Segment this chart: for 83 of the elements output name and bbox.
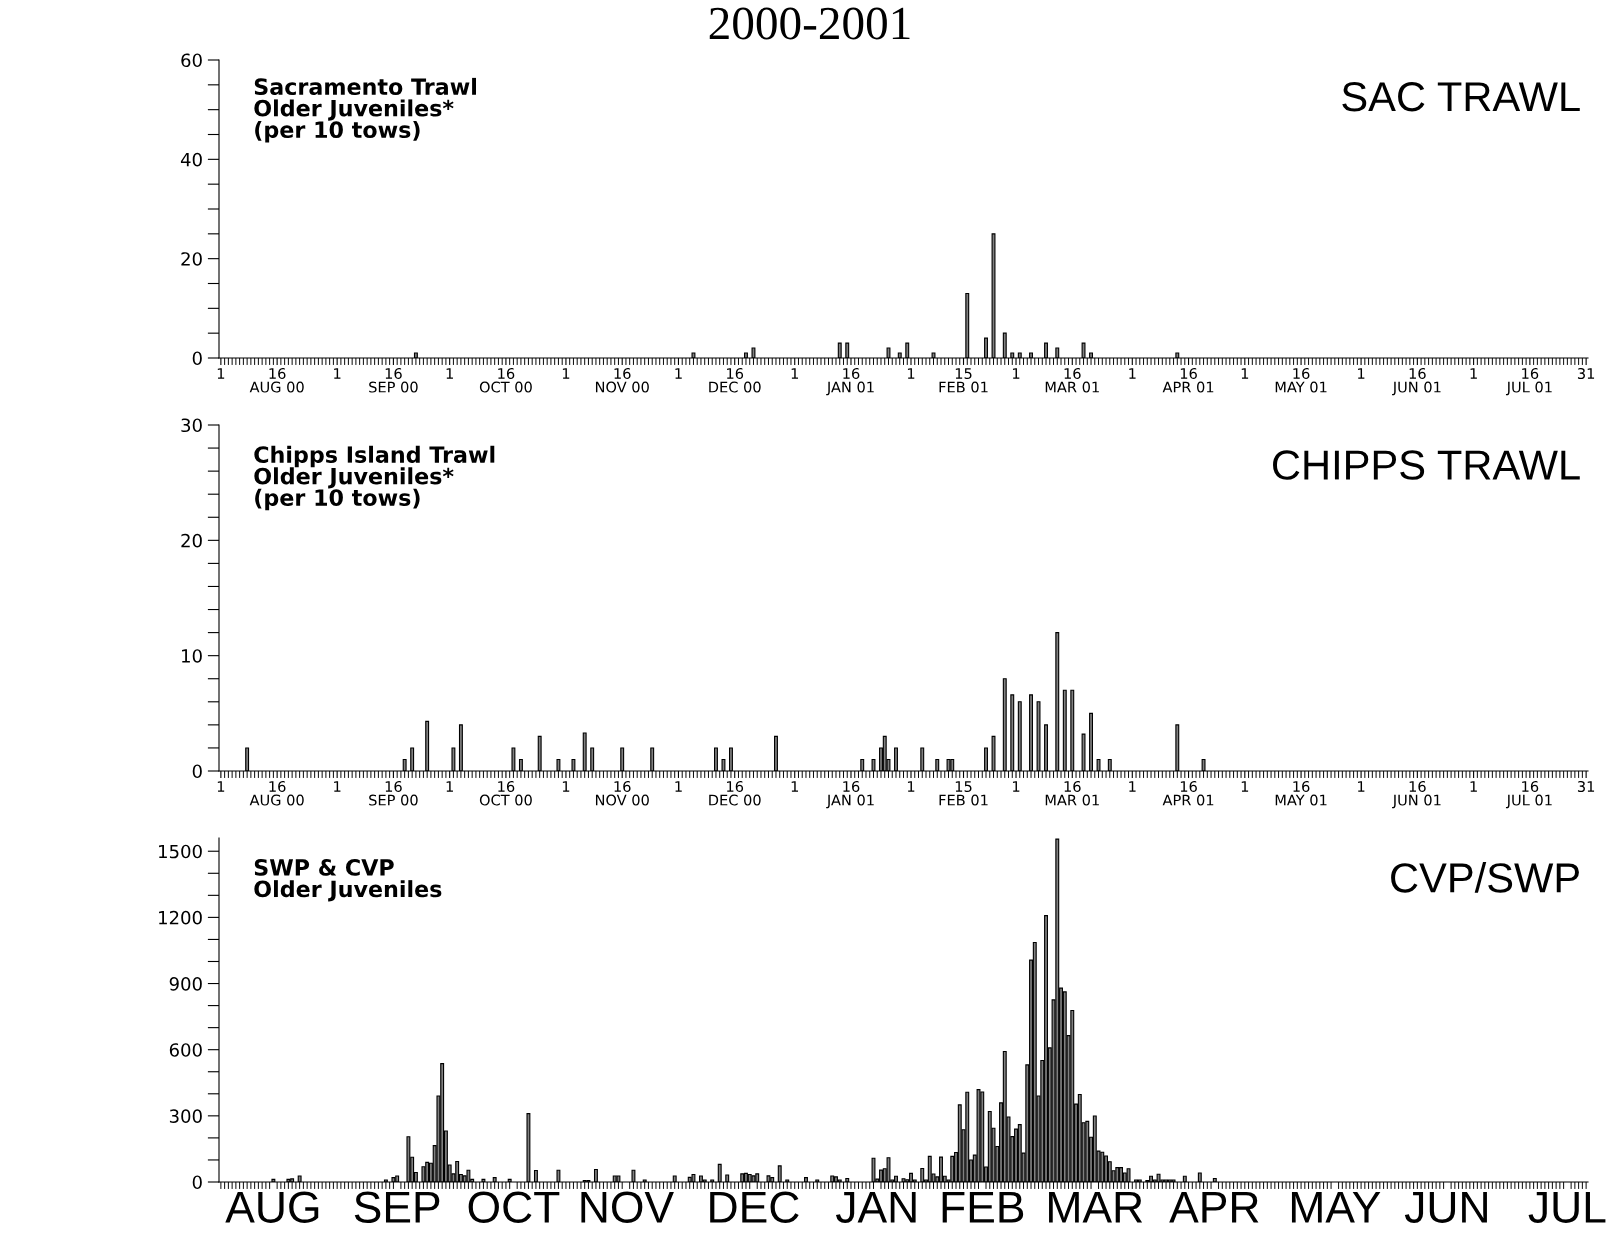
x-tick-label: 1 (334, 368, 341, 379)
y-tick-label: 40 (180, 152, 202, 167)
x-tick-label: 16 NOV 00 (595, 780, 649, 806)
x-tick-label: 1 (217, 368, 225, 379)
x-tick-label: APR (1169, 1191, 1259, 1223)
x-tick-label: FEB (942, 1191, 1024, 1223)
x-tick-label: SEP (354, 1191, 440, 1223)
annotation: SAC TRAWL (1342, 81, 1580, 112)
x-tick-label: 1 (907, 368, 915, 379)
x-tick-label: 16 JAN 01 (826, 780, 874, 809)
x-tick-label: 16 MAY 01 (1275, 367, 1327, 393)
x-tick-label: 1 (1129, 368, 1136, 379)
x-tick-label: 15 FEB 01 (939, 781, 988, 806)
x-tick-label: 16 JUL 01 (1505, 367, 1552, 396)
x-tick-label: 1 (446, 368, 453, 379)
x-tick-label: 1 (791, 368, 799, 379)
x-tick-label: AUG (225, 1191, 319, 1223)
x-tick-label: 15 FEB 01 (939, 368, 988, 393)
x-tick-label: 1 (675, 368, 682, 379)
x-tick-label: 16 JAN 01 (826, 367, 874, 396)
annotation: CVP/SWP (1391, 862, 1579, 893)
y-tick-label: 1200 (159, 910, 202, 925)
x-tick-label: 31 (1577, 780, 1595, 793)
y-tick-label: 900 (169, 977, 202, 991)
y-tick-label: 30 (181, 418, 202, 433)
x-tick-label: 1 (1012, 368, 1020, 379)
x-tick-label: 16 APR 01 (1162, 367, 1214, 393)
annotation: SWP & CVP Older Juveniles (254, 859, 442, 902)
x-tick-label: 16 APR 01 (1162, 780, 1214, 806)
x-tick-label: 1 (675, 781, 682, 792)
chart-title: 2000-2001 (709, 7, 910, 40)
x-tick-label: 1 (1241, 368, 1249, 379)
x-tick-label: 16 MAY 01 (1275, 780, 1327, 806)
x-tick-label: 1 (1470, 781, 1477, 792)
annotation: CHIPPS TRAWL (1273, 450, 1580, 480)
annotation: Sacramento Trawl Older Juveniles* (per 10 tows) (254, 77, 476, 143)
x-tick-label: 1 (562, 368, 570, 379)
x-tick-label: 16 DEC 00 (709, 780, 761, 806)
x-tick-label: 16 SEP 00 (369, 780, 418, 806)
x-tick-label: 1 (1470, 368, 1477, 379)
y-tick-label: 0 (192, 764, 202, 779)
x-tick-label: 16 OCT 00 (479, 780, 532, 806)
x-tick-label: 1 (907, 781, 915, 792)
x-tick-label: 1 (446, 781, 453, 792)
x-tick-label: 16 AUG 00 (249, 367, 304, 393)
x-tick-label: 1 (562, 781, 570, 792)
y-tick-label: 10 (182, 649, 202, 663)
x-tick-label: 1 (1358, 781, 1365, 792)
x-tick-label: MAR (1049, 1191, 1143, 1223)
y-tick-label: 0 (192, 1175, 202, 1190)
y-tick-label: 20 (181, 533, 202, 548)
x-tick-label: 16 JUL 01 (1505, 780, 1552, 809)
x-tick-label: 16 NOV 00 (595, 367, 649, 393)
y-tick-label: 1500 (159, 844, 202, 859)
y-tick-label: 600 (169, 1043, 202, 1057)
x-tick-label: JUN (1404, 1191, 1487, 1223)
x-tick-label: 16 DEC 00 (709, 367, 761, 393)
x-tick-label: 1 (217, 781, 225, 792)
x-tick-label: JUL (1528, 1191, 1606, 1223)
x-tick-label: JAN (835, 1191, 916, 1223)
y-tick-label: 60 (181, 53, 202, 68)
x-tick-label: 16 MAR 01 (1045, 780, 1099, 806)
y-tick-label: 20 (181, 252, 202, 266)
x-tick-label: OCT (468, 1191, 560, 1223)
x-tick-label: 16 OCT 00 (479, 367, 532, 393)
x-tick-label: MAY (1291, 1191, 1381, 1223)
x-tick-label: 1 (1241, 781, 1249, 792)
x-tick-label: DEC (710, 1191, 799, 1223)
x-tick-label: 1 (791, 781, 799, 792)
x-tick-label: 1 (1358, 368, 1365, 379)
y-tick-label: 300 (169, 1109, 202, 1123)
x-tick-label: 16 JUN 01 (1392, 780, 1441, 809)
x-tick-label: 16 MAR 01 (1045, 367, 1099, 393)
x-tick-label: 1 (1012, 781, 1020, 792)
x-tick-label: 1 (334, 781, 341, 792)
x-tick-label: 1 (1129, 781, 1136, 792)
y-tick-label: 0 (192, 351, 202, 366)
x-tick-label: NOV (581, 1191, 674, 1223)
x-tick-label: 31 (1577, 367, 1595, 380)
x-tick-label: 16 JUN 01 (1392, 367, 1441, 396)
annotation: Chipps Island Trawl Older Juveniles* (per 10 tows) (254, 445, 495, 511)
x-tick-label: 16 SEP 00 (369, 367, 418, 393)
x-tick-label: 16 AUG 00 (249, 780, 304, 806)
